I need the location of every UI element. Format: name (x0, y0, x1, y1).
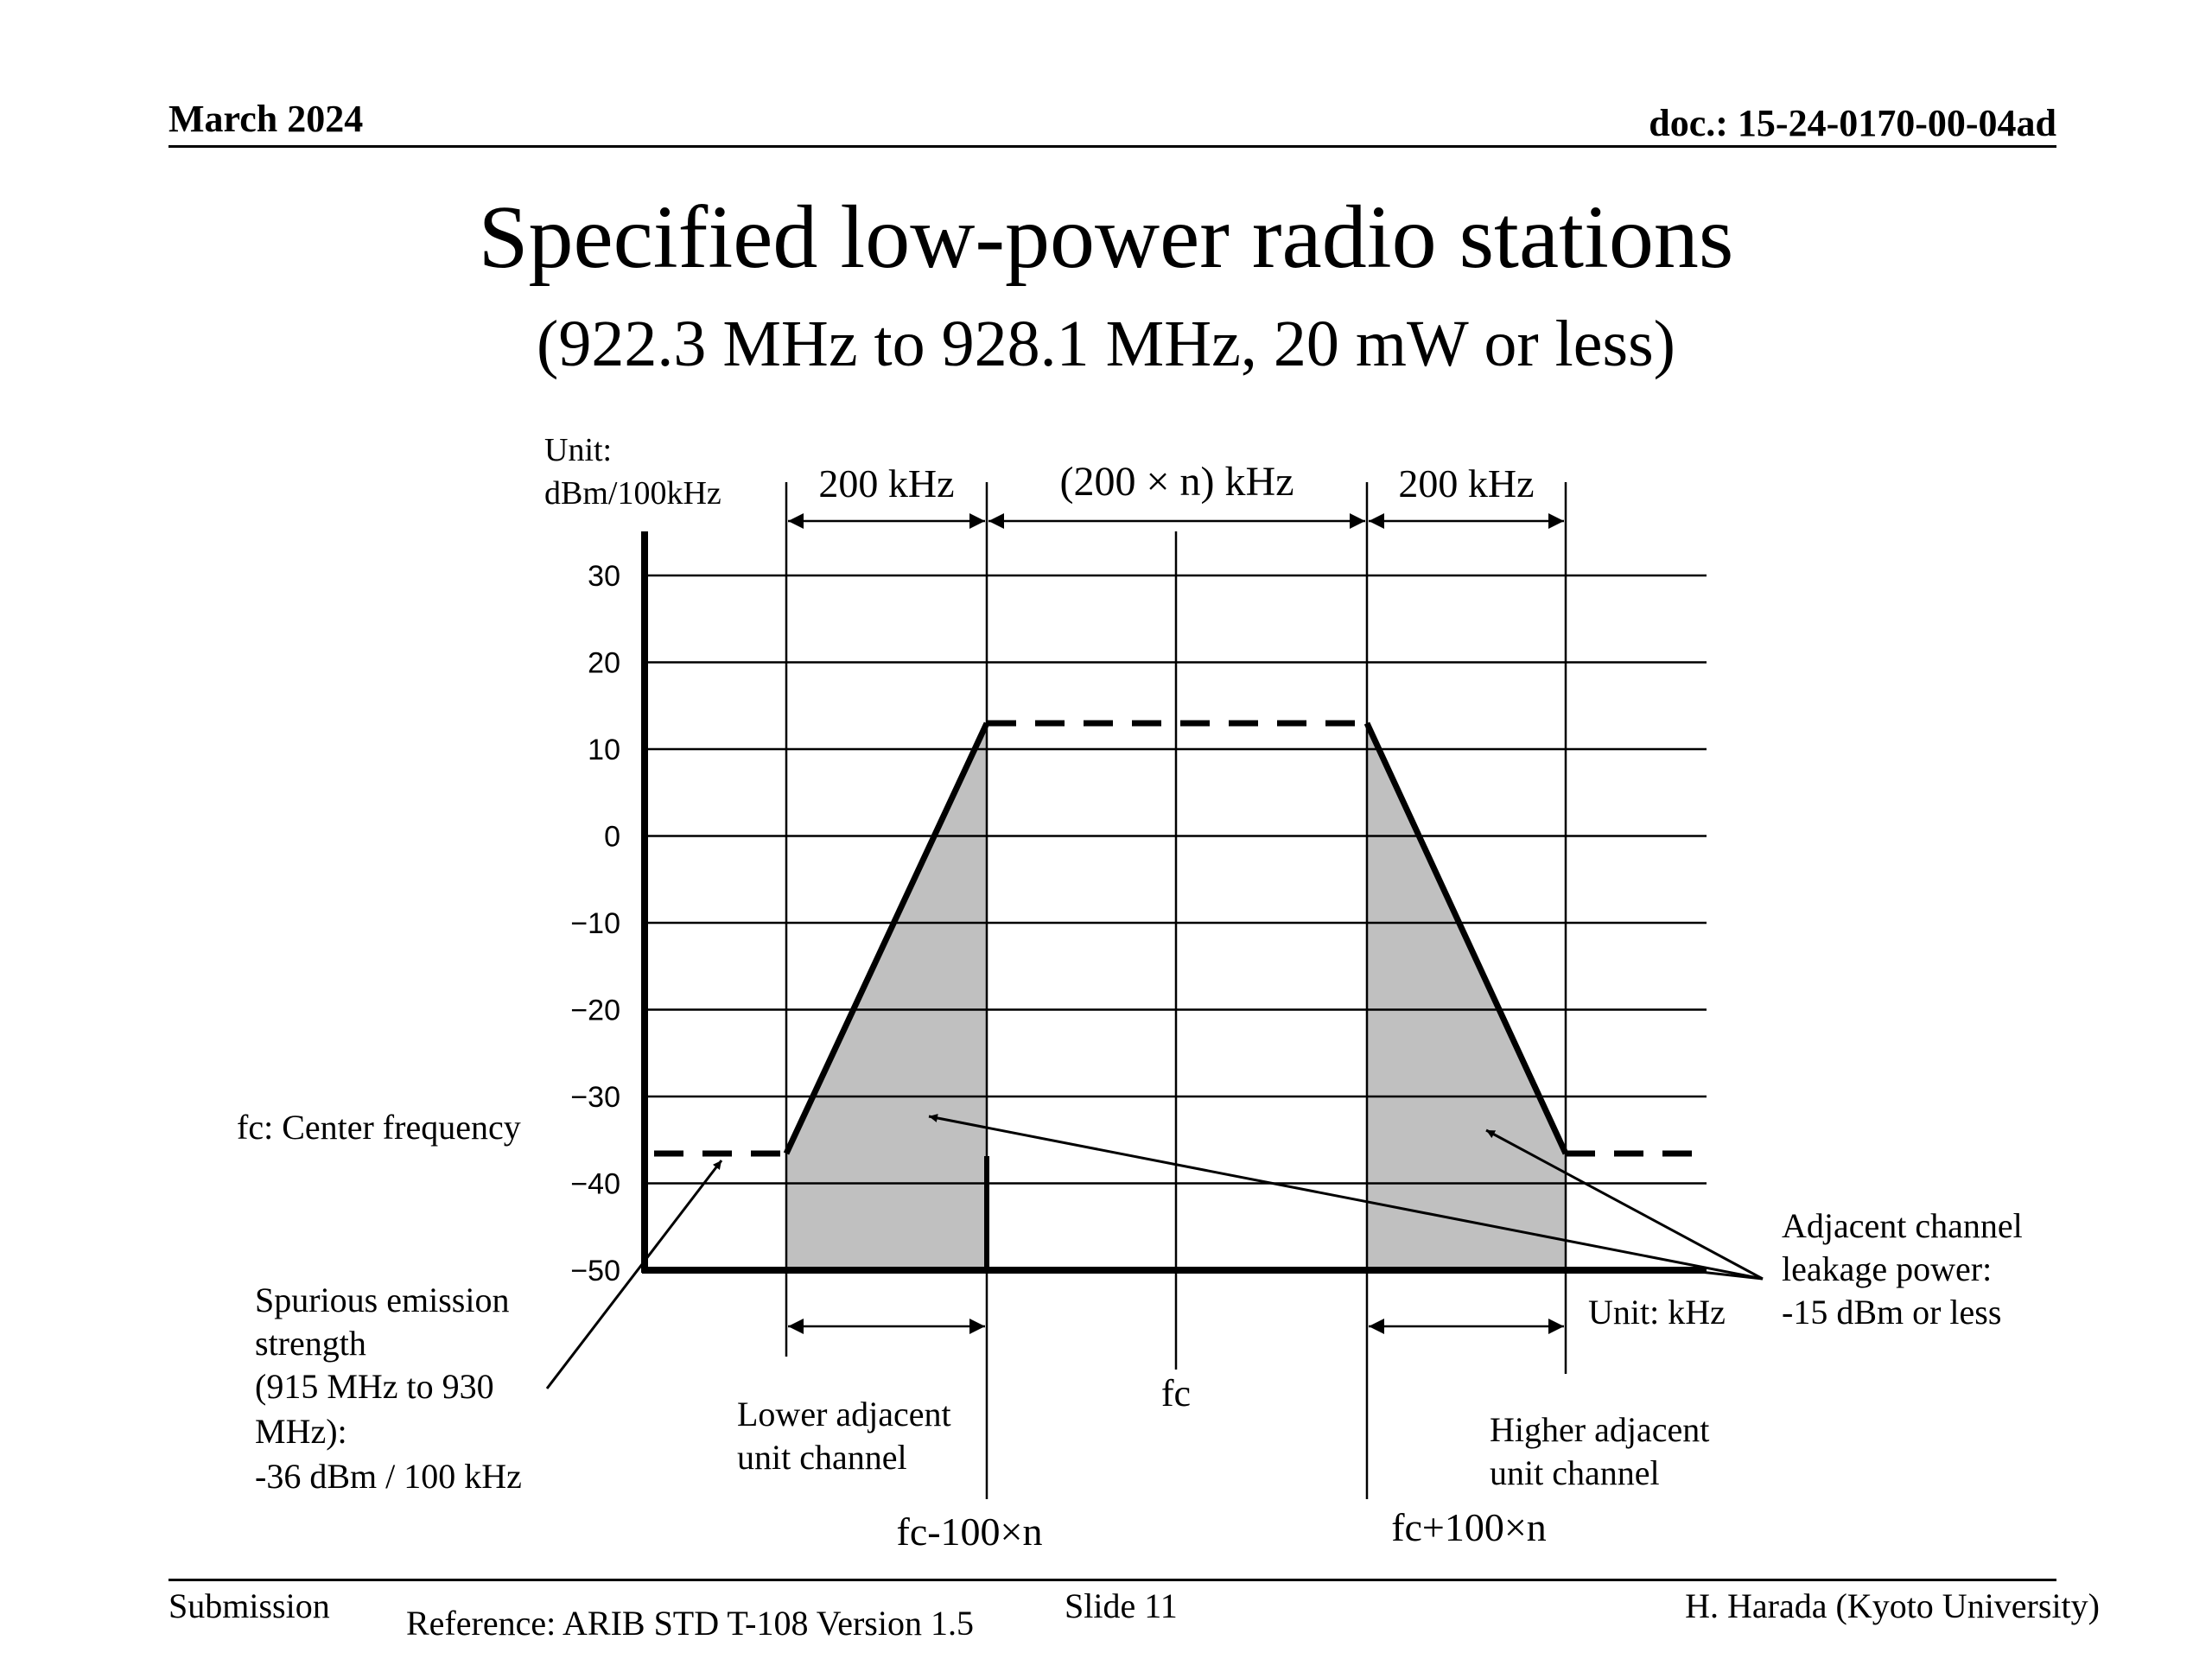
leakage-pointer-arrow-left (928, 1114, 1764, 1281)
svg-text:MHz):: MHz): (255, 1412, 347, 1451)
header-doc-number: doc.: 15-24-0170-00-04ad (1649, 102, 2056, 144)
svg-text:Adjacent channel: Adjacent channel (1782, 1206, 2023, 1245)
x-unit-label: Unit: kHz (1588, 1293, 1726, 1332)
svg-text:-36 dBm / 100 kHz: -36 dBm / 100 kHz (255, 1457, 522, 1496)
mask-lower-slope (783, 721, 990, 1155)
y-unit-label-line1: Unit: (544, 432, 612, 468)
leakage-pointer-stem (1684, 1268, 1764, 1281)
y-tick-label: 0 (604, 821, 620, 854)
svg-text:unit channel: unit channel (1490, 1453, 1660, 1492)
fc-minus-label: fc-100×n (897, 1510, 1043, 1554)
y-unit-label-line2: dBm/100kHz (544, 475, 721, 512)
y-tick-label: −50 (570, 1255, 620, 1287)
center-frequency-note: fc: Center frequency (237, 1108, 521, 1147)
footer-rule (168, 1579, 2056, 1581)
width-label-center: (200 × n) kHz (1059, 459, 1294, 505)
fc-label: fc (1161, 1372, 1191, 1414)
y-tick-label: −10 (570, 907, 620, 940)
svg-text:Higher adjacent: Higher adjacent (1490, 1410, 1709, 1449)
header-date: March 2024 (168, 98, 364, 140)
y-tick-label: −20 (570, 995, 620, 1027)
lower-adjacent-label: Lower adjacent unit channel (737, 1395, 951, 1477)
svg-text:unit channel: unit channel (737, 1438, 907, 1477)
higher-adjacent-label: Higher adjacent unit channel (1490, 1410, 1709, 1492)
svg-text:Spurious emission: Spurious emission (255, 1281, 509, 1319)
footer-author: H. Harada (Kyoto University) (1685, 1586, 2100, 1625)
y-tick-labels: 30 20 10 0 −10 −20 −30 −40 −50 (570, 560, 620, 1287)
footer-reference: Reference: ARIB STD T-108 Version 1.5 (406, 1604, 974, 1643)
leakage-annotation: Adjacent channel leakage power: -15 dBm … (1782, 1206, 2023, 1332)
header-rule (168, 145, 2056, 148)
slide-title: Specified low-power radio stations (478, 188, 1734, 287)
spurious-pointer-arrow (545, 1160, 723, 1389)
slide-subtitle: (922.3 MHz to 928.1 MHz, 20 mW or less) (537, 308, 1675, 380)
y-tick-label: −40 (570, 1168, 620, 1201)
svg-text:(915 MHz to 930: (915 MHz to 930 (255, 1367, 494, 1406)
width-label-right: 200 kHz (1398, 461, 1534, 505)
fc-plus-label: fc+100×n (1391, 1505, 1547, 1549)
spurious-annotation: Spurious emission strength (915 MHz to 9… (255, 1281, 522, 1496)
leakage-pointer-arrow-right (1485, 1128, 1764, 1281)
y-tick-label: 10 (588, 734, 620, 766)
lower-leakage-area (786, 723, 987, 1270)
y-tick-label: −30 (570, 1081, 620, 1114)
y-tick-label: 20 (588, 647, 620, 680)
mask-higher-slope (1363, 721, 1569, 1155)
footer-submission: Submission (168, 1586, 330, 1625)
svg-text:strength: strength (255, 1324, 366, 1363)
svg-text:leakage power:: leakage power: (1782, 1249, 1992, 1288)
higher-leakage-area (1367, 723, 1566, 1270)
svg-text:-15 dBm or less: -15 dBm or less (1782, 1293, 2001, 1332)
footer-slide-number: Slide 11 (1065, 1586, 1178, 1625)
width-label-left: 200 kHz (818, 461, 954, 505)
y-tick-label: 30 (588, 560, 620, 593)
svg-text:Lower adjacent: Lower adjacent (737, 1395, 951, 1433)
